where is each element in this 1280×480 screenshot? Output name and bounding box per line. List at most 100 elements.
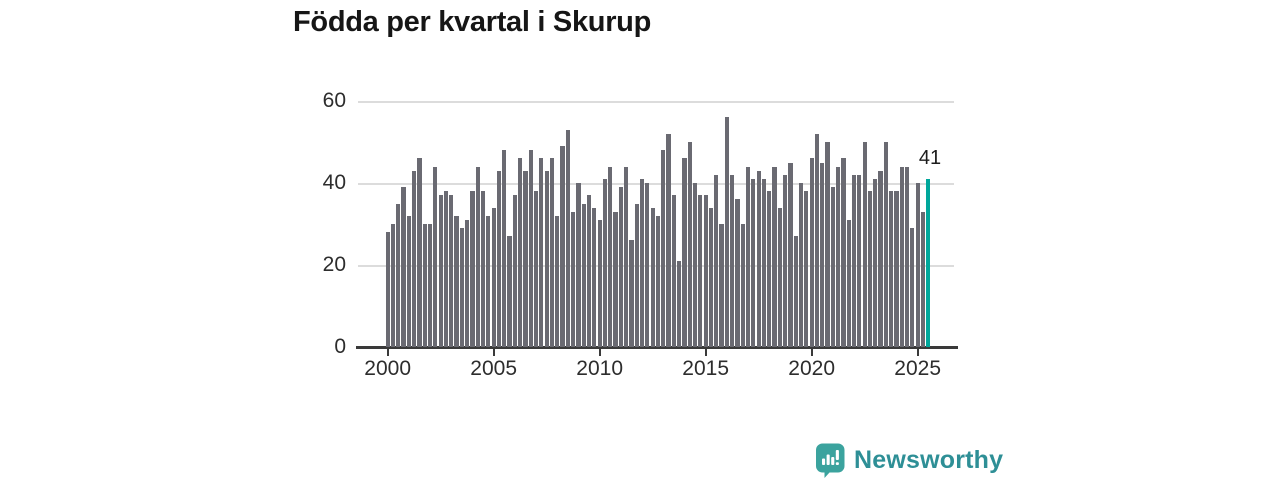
bar	[862, 142, 867, 347]
bar	[412, 170, 417, 347]
bar	[899, 166, 904, 347]
bar	[459, 228, 464, 347]
bar	[910, 228, 915, 347]
x-tick-label-2020: 2020	[788, 357, 835, 380]
bar	[692, 183, 698, 347]
bar	[565, 129, 570, 347]
bar	[592, 207, 597, 347]
bar	[841, 158, 846, 347]
bar	[438, 195, 443, 347]
bar	[735, 199, 740, 347]
bar	[433, 166, 438, 347]
bar	[867, 191, 873, 347]
y-tick-label-20: 20	[322, 253, 346, 276]
bar	[889, 191, 894, 347]
bar	[671, 195, 676, 347]
gridline-60	[358, 101, 954, 103]
x-tick-label-2025: 2025	[894, 357, 941, 380]
bar	[677, 260, 682, 347]
x-tick-label-2005: 2005	[470, 357, 517, 380]
last-value-label: 41	[918, 147, 942, 169]
bar	[708, 207, 714, 347]
bar	[586, 195, 592, 347]
bar	[608, 166, 613, 347]
bar	[465, 219, 470, 347]
bar	[666, 133, 671, 347]
bar	[851, 174, 857, 347]
bar	[894, 191, 899, 347]
bar	[618, 187, 623, 347]
x-tick-label-2010: 2010	[576, 357, 623, 380]
bar	[518, 158, 523, 347]
x-tick-mark-2000	[386, 348, 389, 356]
bar	[661, 150, 666, 347]
bar	[650, 207, 655, 347]
bar	[496, 170, 502, 347]
bar	[613, 211, 618, 347]
bar	[878, 170, 883, 347]
bar	[634, 203, 639, 347]
bar	[804, 191, 809, 347]
bar	[443, 191, 449, 347]
bar	[883, 142, 888, 347]
bar	[904, 166, 910, 347]
bar	[798, 183, 804, 347]
bar	[783, 174, 788, 347]
x-tick-mark-2025	[916, 348, 919, 356]
x-tick-label-2015: 2015	[682, 357, 729, 380]
bar	[454, 215, 459, 347]
bar	[422, 224, 427, 347]
bar	[581, 203, 586, 347]
gridline-40	[358, 183, 954, 185]
bar	[857, 174, 862, 347]
bar	[756, 170, 761, 347]
bar	[714, 174, 719, 347]
x-tick-mark-2020	[810, 348, 813, 356]
bar	[571, 211, 576, 347]
chart-title: Födda per kvartal i Skurup	[293, 6, 652, 38]
bar	[793, 236, 798, 347]
bar-highlight-latest	[926, 178, 931, 347]
bar	[502, 150, 507, 347]
bar	[920, 211, 926, 347]
bar	[385, 232, 390, 347]
x-tick-mark-2005	[492, 348, 495, 356]
y-tick-label-40: 40	[322, 171, 346, 194]
bar	[703, 195, 708, 347]
bar	[645, 183, 650, 347]
bar	[406, 215, 411, 347]
x-tick-mark-2015	[704, 348, 707, 356]
bar	[777, 207, 782, 347]
bar	[682, 158, 687, 347]
bar	[491, 207, 496, 347]
bar	[486, 215, 491, 347]
bar	[820, 162, 825, 347]
bar	[639, 178, 645, 347]
bar	[390, 224, 396, 347]
newsworthy-icon	[815, 443, 845, 478]
bar	[449, 195, 454, 347]
bar	[761, 178, 767, 347]
brand-name: Newsworthy	[854, 446, 1004, 474]
bar	[480, 191, 486, 347]
bar	[576, 183, 581, 347]
x-tick-label-2000: 2000	[364, 357, 411, 380]
bar	[560, 146, 565, 347]
bar	[687, 142, 692, 347]
bar	[788, 162, 793, 347]
bar	[427, 224, 433, 347]
bar	[655, 215, 661, 347]
bar	[533, 191, 539, 347]
y-tick-label-0: 0	[334, 335, 346, 358]
bar	[740, 224, 745, 347]
y-tick-label-60: 60	[322, 89, 346, 112]
bar	[836, 166, 841, 347]
bar	[809, 158, 814, 347]
bar	[825, 142, 830, 347]
x-axis-line	[356, 346, 958, 349]
bar	[915, 183, 920, 347]
bar	[512, 195, 517, 347]
bar	[555, 215, 560, 347]
bar	[814, 133, 820, 347]
